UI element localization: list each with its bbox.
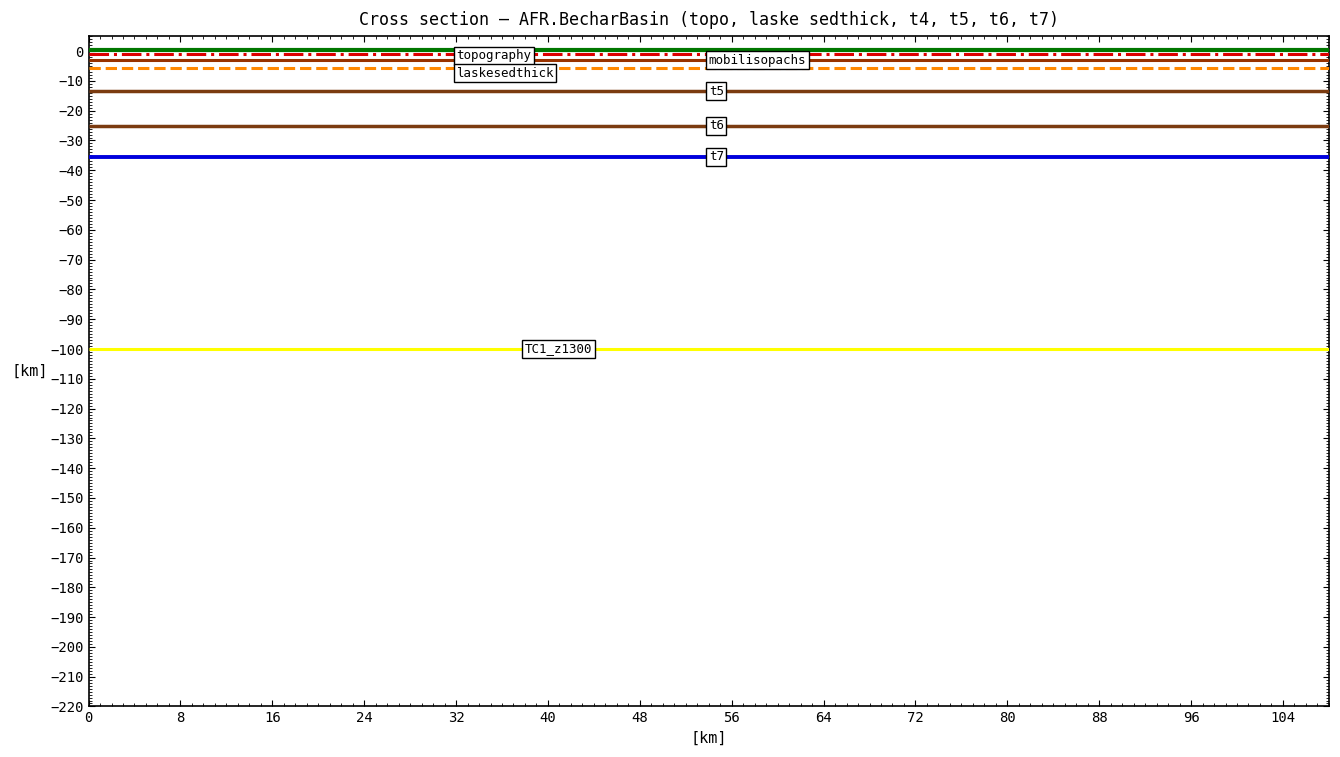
Title: Cross section – AFR.BecharBasin (topo, laske sedthick, t4, t5, t6, t7): Cross section – AFR.BecharBasin (topo, l… <box>359 11 1059 29</box>
Text: t6: t6 <box>709 119 724 132</box>
Text: TC1_z1300: TC1_z1300 <box>525 342 592 356</box>
Text: topography: topography <box>456 49 531 62</box>
Text: mobilisopachs: mobilisopachs <box>709 54 807 67</box>
Y-axis label: [km]: [km] <box>11 364 48 378</box>
X-axis label: [km]: [km] <box>690 731 728 746</box>
Text: t7: t7 <box>709 151 724 164</box>
Text: t5: t5 <box>709 85 724 98</box>
Text: laskesedthick: laskesedthick <box>456 67 553 80</box>
